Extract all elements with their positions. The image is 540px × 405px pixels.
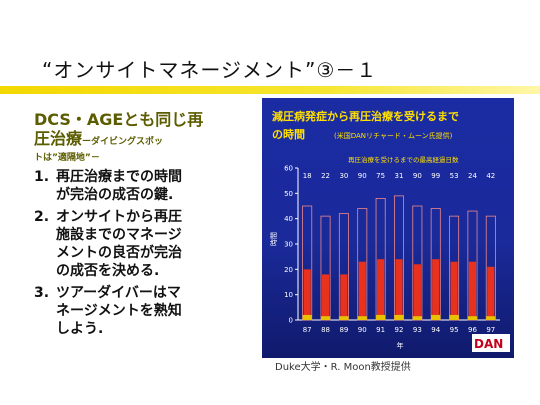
chart-title-line-1: 減圧病発症から再圧治療を受けるまで [272, 109, 459, 123]
bar-baseline [486, 316, 496, 320]
bar-baseline [394, 314, 404, 320]
top-value-label: 30 [339, 172, 348, 180]
bar-main [340, 274, 348, 320]
bar-baseline [357, 316, 367, 320]
x-tick-label: 91 [376, 326, 385, 334]
y-tick-label: 60 [284, 165, 293, 173]
top-value-label: 90 [413, 172, 422, 180]
bar-main [358, 261, 366, 320]
x-tick-label: 89 [339, 326, 348, 334]
y-tick-label: 0 [289, 317, 293, 325]
list-item-2: 2. オンサイトから再圧 施設までのマネージ メントの良否が完治 の成否を決める… [34, 208, 234, 280]
bar-main [487, 266, 495, 320]
bar-chart: 減圧病発症から再圧治療を受けるまで の時間 (米国DANリチャード・ムーン氏提供… [270, 109, 510, 352]
list-item-line: の成否を決める. [56, 263, 160, 279]
bar-baseline [467, 316, 478, 320]
y-tick-label: 20 [284, 266, 293, 274]
top-value-label: 42 [486, 172, 495, 180]
x-tick-label: 93 [413, 326, 422, 334]
x-axis-label: 年 [397, 341, 404, 350]
bar-baseline [431, 314, 441, 320]
list-item-line: メントの良否が完治 [56, 245, 182, 261]
bar-main [413, 264, 421, 320]
list-item-number: 2. [34, 209, 50, 225]
top-value-label: 31 [395, 172, 404, 180]
title-underline-band [0, 86, 540, 94]
list-item-line: オンサイトから再圧 [56, 209, 182, 225]
x-tick-label: 88 [321, 326, 330, 334]
slide-title: “オンサイトマネージメント”③－１ [42, 58, 378, 82]
top-value-label: 99 [431, 172, 440, 180]
list-item-line: ツアーダイバーはマ [56, 285, 181, 301]
top-value-label: 22 [321, 172, 330, 180]
chart-subtitle: (米国DANリチャード・ムーン氏提供) [334, 131, 453, 140]
top-value-label: 18 [303, 172, 312, 180]
list-item-line: 施設までのマネージ [56, 227, 182, 243]
chart-title-line-2: の時間 [272, 127, 305, 141]
list-item-line: ネージメントを熟知 [56, 303, 182, 319]
top-value-label: 90 [358, 172, 367, 180]
list-item-line: 再圧治療までの時間 [56, 169, 182, 185]
bar-baseline [302, 314, 312, 320]
bar-baseline [320, 316, 331, 320]
x-tick-label: 92 [395, 326, 404, 334]
headline-line-2: 圧治療ーダイビングスポッ [34, 129, 234, 152]
top-value-label: 75 [376, 172, 385, 180]
headline-line-1: DCS・AGEとも同じ再 [34, 110, 204, 129]
bar-baseline [449, 314, 459, 320]
y-tick-label: 10 [284, 291, 293, 299]
list-item-number: 3. [34, 285, 50, 301]
image-credit: Duke大学・R. Moon教授提供 [275, 362, 411, 373]
left-text-block: DCS・AGEとも同じ再 圧治療ーダイビングスポッ トは”適隔地”－ 1. 再圧… [34, 110, 234, 338]
chart-panel: 減圧病発症から再圧治療を受けるまで の時間 (米国DANリチャード・ムーン氏提供… [262, 98, 514, 358]
headline-line-2-big: 圧治療 [34, 129, 83, 148]
x-tick-label: 87 [303, 326, 312, 334]
bar-main [468, 261, 477, 320]
dan-logo: DAN [472, 334, 510, 352]
headline-line-2-small: ーダイビングスポッ [82, 137, 164, 147]
y-tick-label: 40 [284, 215, 293, 223]
headline-line-3: トは”適隔地”－ [34, 153, 100, 163]
x-tick-label: 90 [358, 326, 367, 334]
bar-baseline [339, 316, 349, 320]
bar-baseline [376, 314, 386, 320]
x-tick-label: 96 [468, 326, 477, 334]
top-value-label: 53 [450, 172, 459, 180]
list-item-1: 1. 再圧治療までの時間 が完治の成否の鍵. [34, 168, 234, 204]
bar-main [395, 259, 403, 320]
bar-baseline [412, 316, 422, 320]
list-item-number: 1. [34, 169, 50, 185]
bar-main [432, 259, 440, 320]
bar-main [303, 269, 311, 320]
y-tick-label: 30 [284, 241, 293, 249]
svg-text:DAN: DAN [474, 337, 503, 351]
bar-main [377, 259, 385, 320]
y-tick-label: 50 [284, 190, 293, 198]
list-item-line: しよう. [56, 321, 104, 337]
bar-main [321, 274, 330, 320]
list-item-line: が完治の成否の鍵. [56, 187, 174, 203]
y-axis-label: 時間 [270, 232, 278, 246]
x-tick-label: 97 [486, 326, 495, 334]
chart-legend-text: 再圧治療を受けるまでの最高経過日数 [348, 155, 459, 164]
bar-main [450, 261, 458, 320]
top-value-label: 24 [468, 172, 477, 180]
x-tick-label: 95 [450, 326, 459, 334]
list-item-3: 3. ツアーダイバーはマ ネージメントを熟知 しよう. [34, 284, 234, 338]
x-tick-label: 94 [431, 326, 440, 334]
